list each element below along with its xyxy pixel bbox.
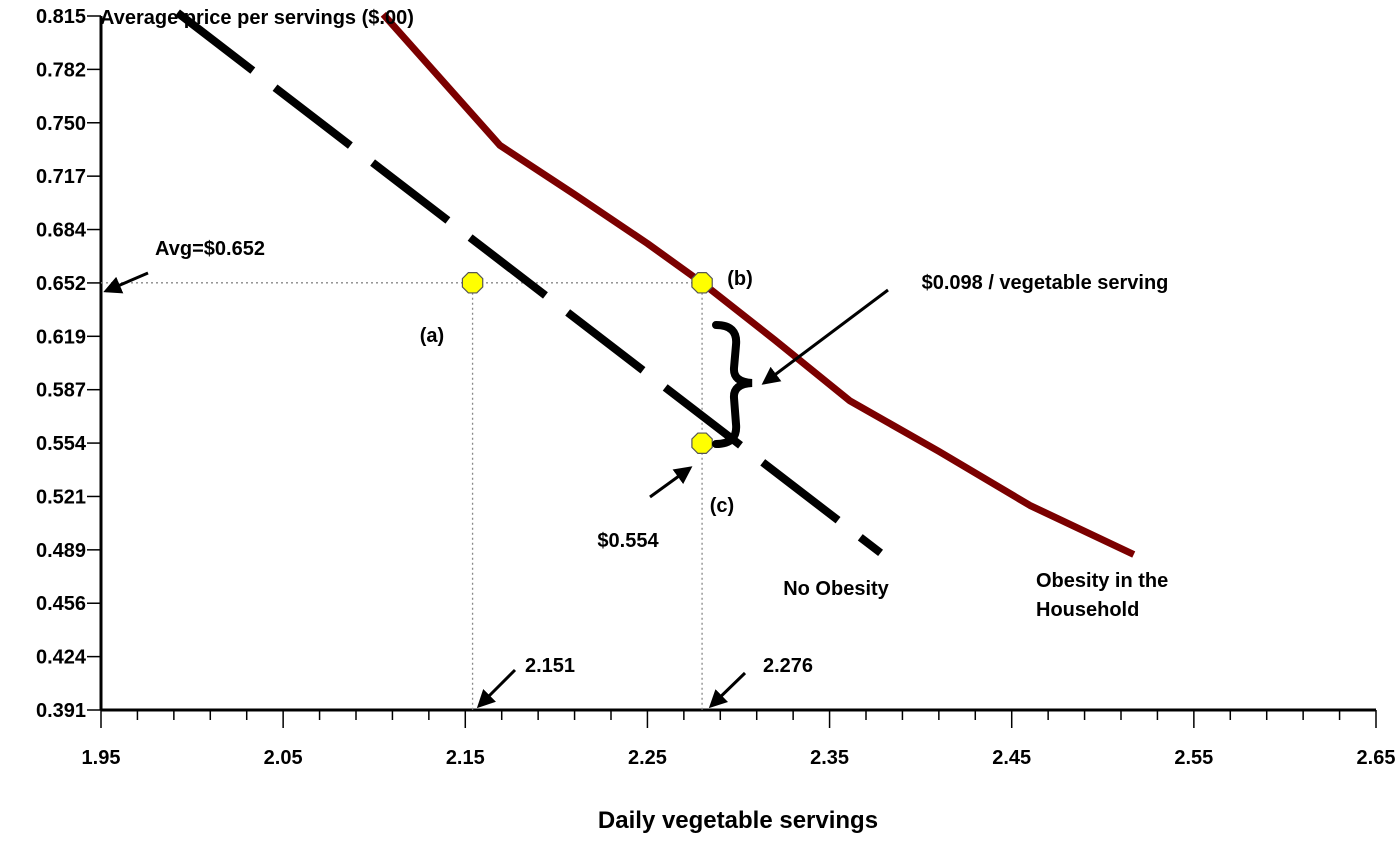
y-tick-label: 0.391 bbox=[36, 700, 86, 722]
y-tick-label: 0.750 bbox=[36, 113, 86, 135]
point-label-c: (c) bbox=[710, 495, 734, 517]
y-tick-label: 0.489 bbox=[36, 540, 86, 562]
y-tick-label: 0.521 bbox=[36, 486, 86, 508]
annotation-c-price: $0.554 bbox=[597, 530, 659, 552]
x-tick-label: 2.15 bbox=[446, 747, 485, 769]
arrow-avg bbox=[103, 271, 149, 294]
x-tick-label: 2.55 bbox=[1174, 747, 1213, 769]
y-tick-label: 0.424 bbox=[36, 647, 87, 669]
y-tick-label: 0.554 bbox=[36, 433, 87, 455]
annotation-diff: $0.098 / vegetable serving bbox=[922, 272, 1169, 294]
arrow-c-price bbox=[649, 466, 693, 499]
y-tick-label: 0.684 bbox=[36, 220, 87, 242]
data-point-c bbox=[691, 432, 713, 454]
difference-brace bbox=[712, 321, 753, 448]
x-tick-label: 2.65 bbox=[1357, 747, 1396, 769]
y-tick-label: 0.815 bbox=[36, 6, 86, 28]
series-line-obesity bbox=[380, 12, 1136, 558]
arrow-diff bbox=[761, 288, 889, 385]
data-point-b bbox=[691, 272, 713, 294]
x-tick-label: 2.25 bbox=[628, 747, 667, 769]
y-tick-label: 0.717 bbox=[36, 166, 86, 188]
series-label-obesity-2: Household bbox=[1036, 599, 1139, 621]
y-tick-label: 0.652 bbox=[36, 273, 86, 295]
series-line-no-obesity bbox=[175, 9, 884, 557]
y-tick-label: 0.619 bbox=[36, 326, 86, 348]
x-axis-title: Daily vegetable servings bbox=[598, 807, 878, 834]
series-label-no-obesity: No Obesity bbox=[783, 578, 889, 600]
y-tick-label: 0.782 bbox=[36, 59, 86, 81]
series-label-obesity-1: Obesity in the bbox=[1036, 570, 1168, 592]
annotation-x-b: 2.276 bbox=[763, 655, 813, 677]
arrow-x-a bbox=[476, 668, 517, 709]
data-point-a bbox=[461, 272, 484, 294]
x-tick-label: 1.95 bbox=[82, 747, 121, 769]
annotation-avg: Avg=$0.652 bbox=[155, 238, 265, 260]
point-label-a: (a) bbox=[420, 325, 444, 347]
point-label-b: (b) bbox=[727, 268, 753, 290]
x-tick-label: 2.45 bbox=[992, 747, 1031, 769]
y-axis-title: Average price per servings ($.00) bbox=[100, 7, 414, 29]
y-tick-label: 0.456 bbox=[36, 593, 86, 615]
x-tick-label: 2.35 bbox=[810, 747, 849, 769]
annotation-x-a: 2.151 bbox=[525, 655, 575, 677]
arrow-x-b bbox=[708, 671, 747, 709]
y-tick-label: 0.587 bbox=[36, 380, 86, 402]
x-tick-label: 2.05 bbox=[264, 747, 303, 769]
